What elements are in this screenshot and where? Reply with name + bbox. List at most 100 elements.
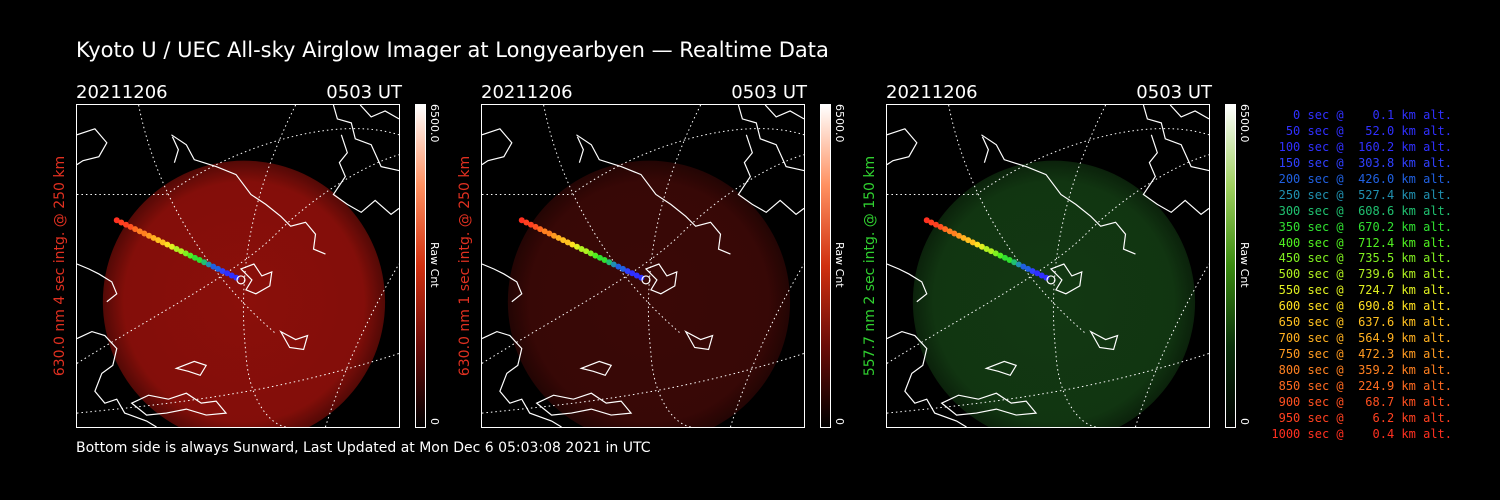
trajectory-point	[523, 219, 530, 226]
coastline	[130, 392, 228, 416]
panel-date: 20211206	[886, 82, 978, 103]
legend-item: 750 sec @ 472.3 km alt.	[1271, 347, 1452, 362]
lat-lon-grid-line	[482, 352, 804, 414]
trajectory-point	[587, 250, 594, 257]
trajectory-point	[537, 226, 544, 233]
lat-lon-grid-line	[77, 154, 399, 364]
trajectory-point	[629, 270, 636, 277]
trajectory-point	[178, 248, 185, 255]
panel-wavelength-label: 630.0 nm 4 sec intg. @ 250 km	[52, 155, 68, 377]
legend-item: 850 sec @ 224.9 km alt.	[1271, 378, 1452, 393]
lat-lon-grid-line	[647, 105, 702, 427]
legend-item: 550 sec @ 724.7 km alt.	[1271, 283, 1452, 298]
coastline	[239, 263, 273, 295]
trajectory-point	[555, 234, 562, 241]
colorbar-max-label: 6500.0	[1238, 104, 1251, 143]
trajectory-point	[619, 265, 626, 272]
colorbar-unit-label: Raw Cnt	[428, 242, 441, 288]
trajectory-point	[1043, 274, 1050, 281]
lat-lon-grid-line	[948, 105, 1087, 334]
trajectory-point	[1001, 254, 1008, 261]
trajectory-point	[541, 228, 548, 235]
trajectory-point	[974, 241, 981, 248]
colorbar-min-label: 0	[833, 418, 846, 425]
trajectory-point	[946, 228, 953, 235]
trajectory-point	[113, 217, 120, 224]
colorbar-max-label: 6500.0	[428, 104, 441, 143]
trajectory-point	[638, 274, 645, 281]
trajectory-point	[546, 230, 553, 237]
trajectory-point	[168, 243, 175, 250]
colorbar-unit-label: Raw Cnt	[833, 242, 846, 288]
coastline	[535, 392, 633, 416]
legend-item: 650 sec @ 637.6 km alt.	[1271, 315, 1452, 330]
lat-lon-grid-line	[976, 128, 1209, 195]
trajectory-point	[527, 221, 534, 228]
allsky-image	[481, 104, 805, 428]
coastline	[1142, 134, 1209, 216]
legend-item: 50 sec @ 52.0 km alt.	[1271, 123, 1452, 138]
trajectory-point	[214, 265, 221, 272]
trajectory-point	[601, 257, 608, 264]
airglow-panel-630nm-4sec: 20211206 0503 UT 630.0 nm 4 sec intg. @ …	[52, 82, 482, 432]
coastline	[482, 330, 562, 427]
coastline	[359, 105, 399, 120]
colorbar-min-label: 0	[428, 418, 441, 425]
trajectory-point	[583, 248, 590, 255]
lat-lon-grid-line	[729, 263, 804, 427]
trajectory-point	[569, 241, 576, 248]
lat-lon-grid-line	[324, 263, 399, 427]
trajectory-point	[118, 219, 125, 226]
trajectory-point	[233, 274, 240, 281]
lat-lon-grid-line	[543, 105, 682, 334]
trajectory-point	[141, 230, 148, 237]
trajectory-point	[960, 234, 967, 241]
trajectory-point	[201, 259, 208, 266]
trajectory-point	[518, 217, 525, 224]
coastline	[332, 134, 399, 216]
panel-wavelength-label: 630.0 nm 1 sec intg. @ 250 km	[457, 155, 473, 377]
airglow-panel-630nm-1sec: 20211206 0503 UT 630.0 nm 1 sec intg. @ …	[457, 82, 887, 432]
trajectory-point	[219, 268, 226, 275]
trajectory-point	[550, 232, 557, 239]
trajectory-point	[159, 239, 166, 246]
trajectory-point	[578, 246, 585, 252]
trajectory-point	[155, 237, 162, 244]
lat-lon-grid-line	[887, 154, 1209, 364]
legend-item: 600 sec @ 690.8 km alt.	[1271, 299, 1452, 314]
trajectory-point	[136, 228, 143, 235]
colorbar-max-label: 6500.0	[833, 104, 846, 143]
coastline	[482, 263, 523, 303]
coastline	[1049, 263, 1083, 295]
footer-note: Bottom side is always Sunward, Last Upda…	[76, 440, 651, 456]
coastline	[77, 128, 108, 166]
panel-date: 20211206	[481, 82, 573, 103]
coastline	[984, 360, 1018, 377]
coastline	[684, 330, 714, 351]
coastline	[332, 105, 399, 172]
panel-time: 0503 UT	[731, 82, 807, 103]
legend-item: 200 sec @ 426.0 km alt.	[1271, 171, 1452, 186]
legend-item: 450 sec @ 735.5 km alt.	[1271, 251, 1452, 266]
legend-item: 300 sec @ 608.6 km alt.	[1271, 203, 1452, 218]
colorbar	[1225, 104, 1236, 428]
trajectory-point	[592, 252, 599, 259]
trajectory-point	[196, 257, 203, 264]
trajectory-point	[1024, 265, 1031, 272]
legend-item: 500 sec @ 739.6 km alt.	[1271, 267, 1452, 282]
trajectory-point	[150, 234, 157, 241]
trajectory-point	[182, 250, 189, 257]
trajectory-point	[633, 272, 640, 279]
trajectory-point	[937, 223, 944, 230]
legend-item: 1000 sec @ 0.4 km alt.	[1271, 426, 1452, 441]
trajectory-point	[596, 254, 603, 261]
trajectory-point	[228, 272, 235, 279]
trajectory-point	[1015, 261, 1022, 268]
trajectory-point	[978, 243, 985, 250]
lat-lon-grid-line	[138, 105, 277, 334]
legend-item: 100 sec @ 160.2 km alt.	[1271, 139, 1452, 154]
trajectory-point	[1038, 272, 1045, 279]
trajectory-point	[969, 239, 976, 246]
legend-item: 700 sec @ 564.9 km alt.	[1271, 331, 1452, 346]
trajectory-point	[564, 239, 571, 246]
